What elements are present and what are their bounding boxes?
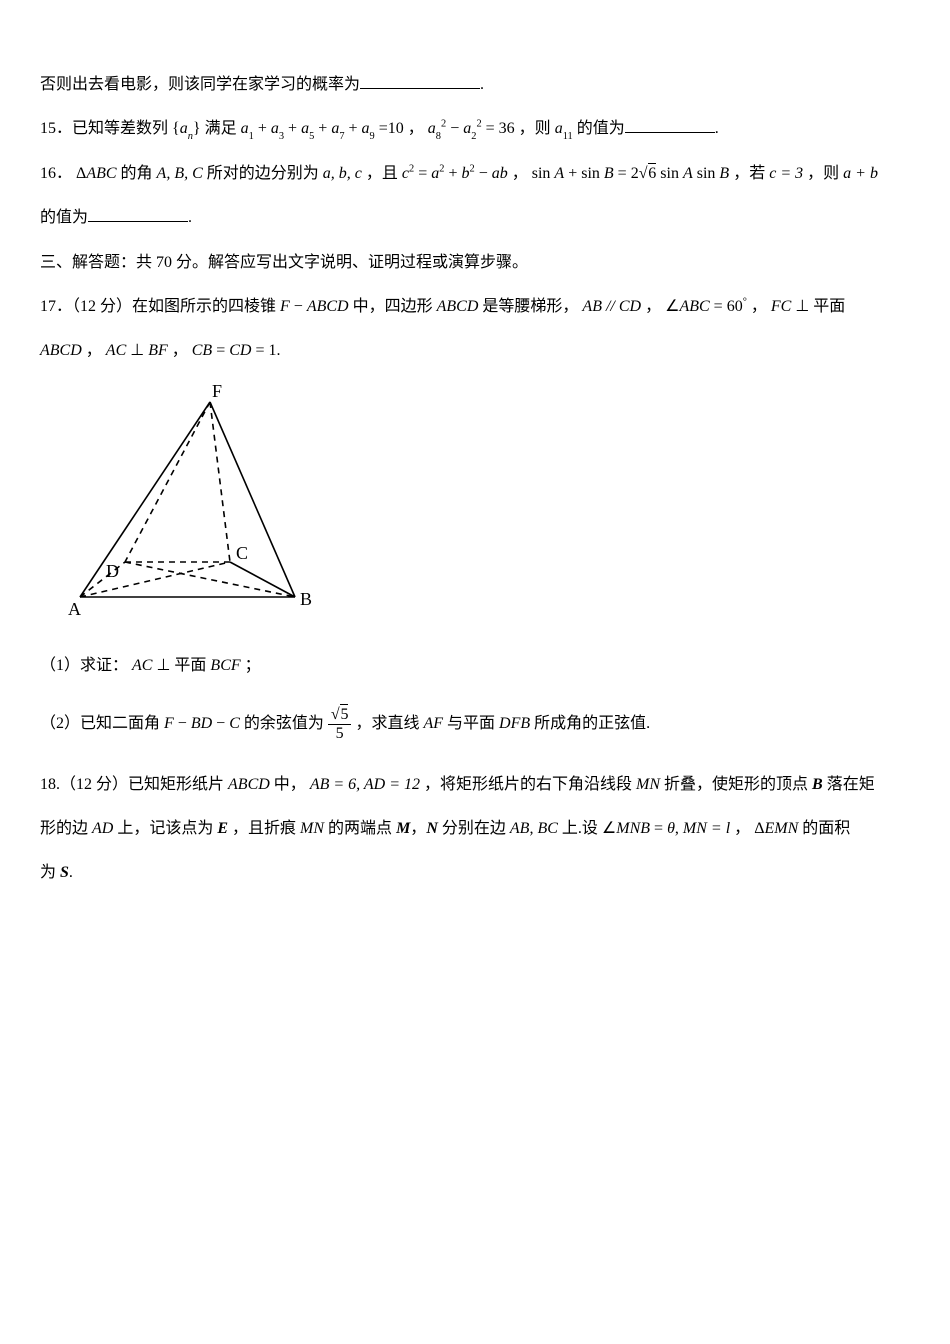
q17-line2: ABCD ， AC ⊥ BF ， CB = CD = 1. xyxy=(40,332,910,370)
q16-blank xyxy=(88,205,188,222)
q14-dot: . xyxy=(480,76,484,93)
q18-line1: 18.（12 分）已知矩形纸片 ABCD 中， AB = 6, AD = 12 … xyxy=(40,766,910,804)
q16-line1: 16． ΔABC 的角 A, B, C 所对的边分别为 a, b, c ，且 c… xyxy=(40,155,910,193)
q17-part1: （1）求证： AC ⊥ 平面 BCF ； xyxy=(40,647,910,685)
q15-line: 15．已知等差数列 {an} 满足 a1 + a3 + a5 + a7 + a9… xyxy=(40,110,910,148)
fig-label-B: B xyxy=(300,589,312,609)
q15-seq-open: { xyxy=(172,120,180,137)
q17-figure: F C D A B xyxy=(40,377,330,627)
q15-a1: a xyxy=(241,120,249,137)
q15-seq-sub: n xyxy=(188,131,193,142)
q15-blank xyxy=(625,116,715,133)
q15-prefix: 15．已知等差数列 xyxy=(40,120,168,137)
q14-text: 否则出去看电影，则该同学在家学习的概率为 xyxy=(40,76,360,93)
q15-seq-var: a xyxy=(180,120,188,137)
q15-seq-close: } xyxy=(193,120,201,137)
q16-delta: Δ xyxy=(76,165,86,182)
q17-frac: 5 5 xyxy=(328,706,352,742)
q18-line3: 为 S. xyxy=(40,854,910,892)
fig-label-A: A xyxy=(68,599,81,619)
q14-blank xyxy=(360,72,480,89)
q16-line2: 的值为. xyxy=(40,199,910,237)
q15-comma1: ， xyxy=(408,120,428,137)
q14-line: 否则出去看电影，则该同学在家学习的概率为. xyxy=(40,66,910,104)
q16-prefix: 16． xyxy=(40,165,72,182)
q17-part2: （2）已知二面角 F − BD − C 的余弦值为 5 5 ，求直线 AF 与平… xyxy=(40,705,910,743)
fig-label-D: D xyxy=(106,561,119,581)
q17-line1: 17．（12 分）在如图所示的四棱锥 F − ABCD 中，四边形 ABCD 是… xyxy=(40,288,910,326)
q18-line2: 形的边 AD 上，记该点为 E ，且折痕 MN 的两端点 M，N 分别在边 AB… xyxy=(40,810,910,848)
q15-txt1: 满足 xyxy=(205,120,241,137)
q15-txt2: 的值为 xyxy=(577,120,625,137)
section3-header: 三、解答题：共 70 分。解答应写出文字说明、证明过程或演算步骤。 xyxy=(40,244,910,282)
q15-dot: . xyxy=(715,120,719,137)
q15-comma2: ，则 xyxy=(519,120,555,137)
fig-label-C: C xyxy=(236,543,248,563)
fig-label-F: F xyxy=(212,381,222,401)
